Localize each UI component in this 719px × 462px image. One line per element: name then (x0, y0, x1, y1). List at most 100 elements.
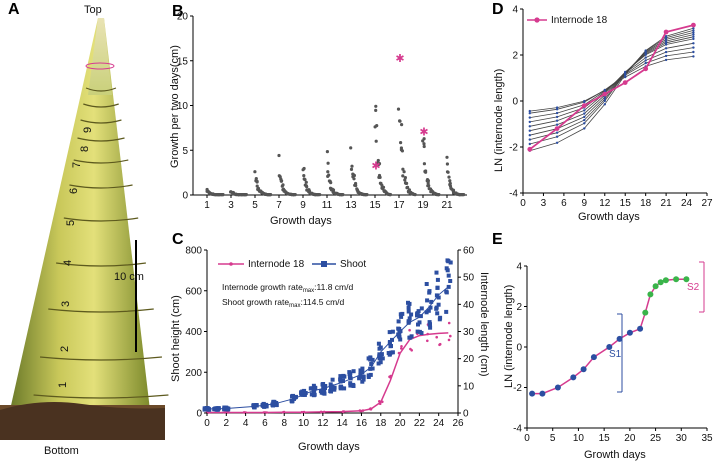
panel-c-shoot-point (444, 289, 449, 294)
panel-b-data-point (352, 177, 356, 181)
panel-d-point (583, 118, 586, 122)
internode-number-label: 8 (79, 146, 91, 152)
shoot-node-ring (77, 137, 125, 142)
internode-number-label: 9 (82, 127, 94, 133)
panel-e-s1-point (606, 344, 613, 350)
panel-e-s1-point (580, 366, 587, 373)
panel-d-point (528, 134, 531, 137)
panel-d-ylabel: LN (internode length) (493, 69, 505, 172)
panel-d-xtick-label: 18 (640, 198, 652, 209)
panel-d-point (644, 53, 647, 56)
panel-c-internode-point (302, 410, 306, 414)
shoot-node-ring (80, 119, 122, 124)
panel-c-shoot-point (360, 370, 365, 375)
panel-b-data-point (374, 139, 378, 143)
panel-d-point (692, 50, 695, 54)
panel-b-xtick-label: 19 (417, 200, 429, 211)
panel-c-shoot-point (416, 309, 421, 314)
legend-internode-label: Internode 18 (248, 259, 305, 270)
panel-d-internode18-point (602, 91, 608, 97)
panel-b-xtick-label: 21 (441, 200, 453, 211)
panel-c-shoot-point (396, 319, 401, 324)
panel-b-data-point (341, 193, 345, 197)
panel-d-xtick-label: 27 (701, 198, 713, 209)
panel-c-shoot-point (338, 374, 343, 379)
panel-d-point (664, 38, 668, 41)
panel-c-shoot-point (444, 266, 449, 271)
panel-c-shoot-point (361, 377, 366, 382)
panel-c-shoot-point (263, 404, 267, 409)
legend-shoot-marker (321, 261, 327, 267)
internode-number-label: 5 (65, 220, 77, 226)
panel-e-ytick-label: -2 (513, 383, 522, 394)
panel-b-data-point (422, 137, 426, 141)
panel-c-internode-point (449, 334, 452, 338)
roots (0, 402, 165, 440)
legend-d-marker (534, 17, 540, 23)
panel-a-letter: A (8, 1, 20, 18)
panel-d-point (583, 127, 586, 130)
panel-c-shoot-point (310, 392, 314, 397)
panel-c-shoot-point (290, 394, 294, 399)
panel-c-shoot-point (415, 311, 420, 316)
panel-c-shoot-point (341, 374, 346, 379)
panel-c-xtick-label: 2 (224, 418, 230, 429)
panel-b-data-point (374, 104, 378, 108)
panel-b-data-point (413, 193, 417, 197)
panel-c-ytick-label: 800 (185, 246, 202, 257)
panel-b-xtick-label: 7 (276, 200, 282, 211)
panel-d-point (583, 115, 586, 119)
panel-d-point (555, 141, 559, 144)
panel-e-s2-point (652, 283, 659, 290)
panel-b-data-point (378, 175, 382, 179)
panel-d-point (664, 50, 668, 54)
panel-c-shoot-point (378, 353, 383, 358)
panel-c-shoot-point (351, 384, 356, 388)
panel-c-y2tick-label: 0 (463, 409, 469, 420)
panel-e-xtick-label: 10 (573, 433, 585, 444)
panel-c-legend: Internode 18 Shoot (218, 259, 366, 270)
panel-c-xtick-label: 4 (243, 418, 249, 429)
panel-c-shoot-point (339, 384, 343, 389)
legend-d-label: Internode 18 (551, 15, 608, 26)
panel-b-data-point (448, 179, 452, 183)
panel-b-data-point (388, 193, 393, 197)
panel-c-shoot-point (390, 329, 395, 334)
panel-c-shoot-point (424, 310, 429, 315)
panel-e-xtick-label: 5 (550, 433, 556, 444)
label-top: Top (84, 4, 102, 16)
panel-d-point (555, 111, 559, 115)
panel-b-data-point (402, 170, 406, 174)
panel-b-data-point (365, 193, 369, 197)
annotation-internode-rate: Internode growth ratemax:11.8 cm/d (222, 282, 353, 294)
anno-2-text: Shoot growth rate (222, 297, 289, 307)
panel-c-shoot-point (330, 377, 335, 382)
anno-2-value: :114.5 cm/d (300, 297, 344, 307)
panel-b-data-point (376, 158, 380, 163)
panel-c-internode-point (397, 351, 401, 355)
panel-d-point (528, 138, 531, 141)
panel-c-shoot-point (351, 369, 356, 374)
panel-d-internode-line (529, 36, 694, 132)
panel-b-data-point (398, 119, 402, 123)
panel-c-internode-point (322, 410, 326, 414)
panel-c-shoot-point (446, 284, 451, 289)
panel-d-point (664, 47, 668, 50)
panel-b-data-point (326, 170, 330, 174)
panel-e-ticks: 0 5 10 15 20 25 30 35 -4 -2 0 2 4 (513, 262, 713, 445)
panel-d-legend: Internode 18 (527, 15, 608, 26)
panel-c-y2tick-label: 60 (463, 246, 475, 257)
panel-c-shoot-point (406, 300, 410, 305)
panel-c-internode-point (400, 347, 403, 350)
panel-c-internode-series (205, 321, 452, 414)
panel-c-shoot-point (428, 325, 433, 330)
internode-number-label: 4 (62, 260, 74, 266)
panel-c-shoot-point (360, 374, 365, 379)
panel-e-ylabel: LN (internode length) (503, 285, 515, 388)
panel-d-point (692, 42, 695, 45)
panel-d-xtick-label: 12 (599, 198, 611, 209)
panel-d-internode-line (529, 56, 694, 112)
panel-c-shoot-point (212, 407, 217, 412)
shoot-node-ring (33, 394, 169, 399)
panel-b-internode18-marker: ✱ (419, 126, 428, 138)
